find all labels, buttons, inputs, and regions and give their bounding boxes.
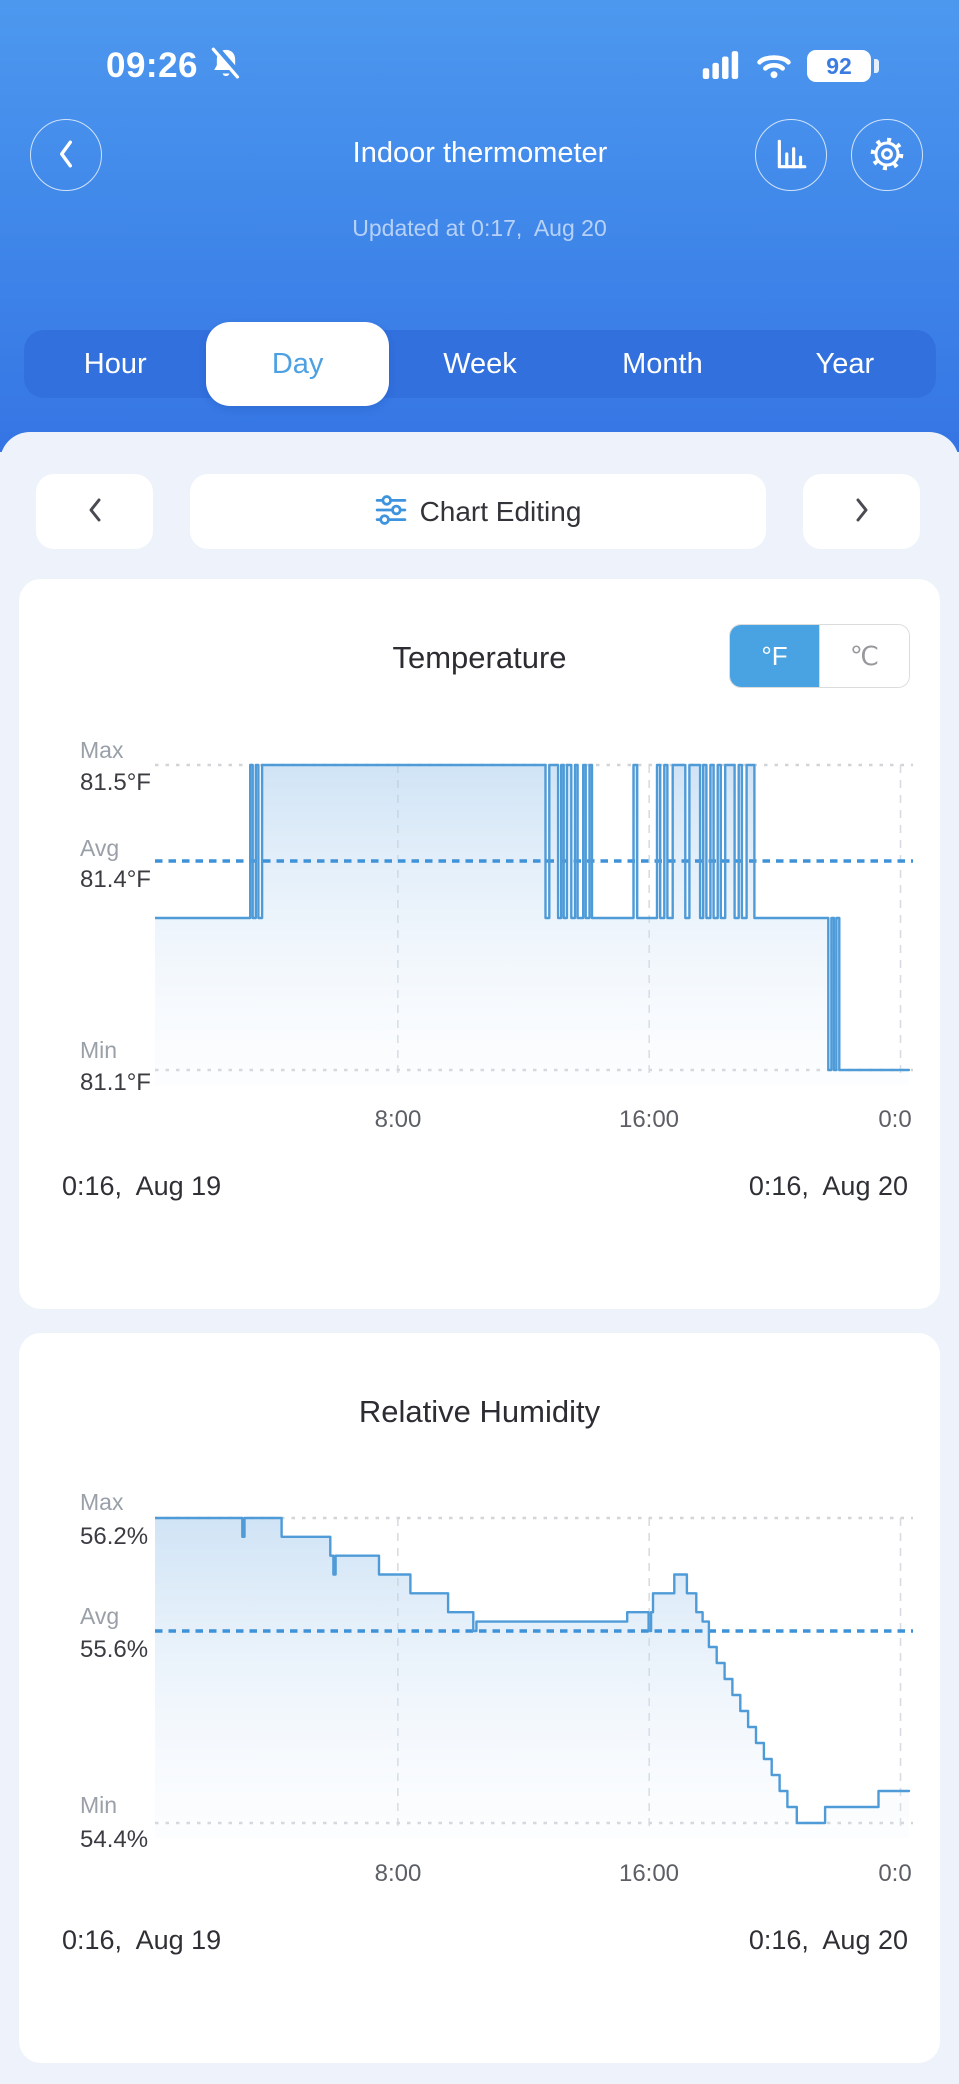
tab-month[interactable]: Month bbox=[622, 347, 703, 380]
temp-xtick-16: 16:00 bbox=[618, 1106, 680, 1133]
tab-day[interactable]: Day bbox=[206, 322, 389, 406]
temperature-title: Temperature bbox=[392, 640, 567, 675]
temp-start-date: 0:16, Aug 19 bbox=[62, 1171, 222, 1201]
signal-strength-icon bbox=[701, 49, 741, 84]
temperature-chart bbox=[155, 763, 913, 1085]
temp-avg-label: Avg bbox=[80, 834, 120, 861]
hum-max-value: 56.2% bbox=[80, 1523, 149, 1550]
hum-min-value: 54.4% bbox=[80, 1826, 149, 1853]
humidity-chart bbox=[155, 1516, 913, 1838]
tab-hour[interactable]: Hour bbox=[83, 347, 147, 380]
page-title: Indoor thermometer bbox=[352, 137, 608, 169]
hum-xtick-0: 0:0 bbox=[878, 1860, 912, 1887]
gear-icon bbox=[867, 134, 907, 177]
settings-button[interactable] bbox=[851, 119, 923, 191]
temp-max-label: Max bbox=[80, 736, 124, 763]
temp-min-label: Min bbox=[80, 1036, 118, 1063]
temp-xtick-0: 0:0 bbox=[878, 1106, 912, 1133]
hum-avg-value: 55.6% bbox=[80, 1636, 149, 1663]
header-hero: 09:26 bbox=[0, 0, 959, 452]
temp-min-value: 81.1°F bbox=[80, 1069, 151, 1096]
status-left: 09:26 bbox=[106, 45, 244, 87]
temp-max-value: 81.5°F bbox=[80, 769, 151, 796]
sliders-icon bbox=[375, 494, 407, 529]
hum-min-label: Min bbox=[80, 1791, 118, 1818]
celsius-option[interactable]: ℃ bbox=[819, 625, 909, 687]
chart-editing-button[interactable]: Chart Editing bbox=[190, 474, 766, 549]
hum-xtick-16: 16:00 bbox=[618, 1860, 680, 1887]
updated-at-text: Updated at 0:17, Aug 20 bbox=[352, 215, 607, 241]
temperature-card: Temperature °F ℃ Max 81.5°F Avg 81.4°F M… bbox=[19, 579, 940, 1309]
wifi-icon bbox=[754, 49, 794, 84]
chevron-left-icon bbox=[87, 496, 103, 527]
chevron-right-icon bbox=[854, 496, 870, 527]
battery-percent: 92 bbox=[826, 52, 852, 79]
hum-end-date: 0:16, Aug 20 bbox=[748, 1925, 908, 1955]
hum-avg-label: Avg bbox=[80, 1602, 120, 1629]
chart-editing-label: Chart Editing bbox=[419, 495, 582, 527]
hum-xtick-8: 8:00 bbox=[374, 1860, 422, 1887]
analytics-button[interactable] bbox=[755, 119, 827, 191]
fahrenheit-option[interactable]: °F bbox=[730, 625, 819, 687]
back-button[interactable] bbox=[30, 119, 102, 191]
hum-max-label: Max bbox=[80, 1488, 124, 1515]
battery-cap bbox=[874, 59, 879, 73]
bell-slash-icon bbox=[208, 45, 244, 87]
humidity-card: Relative Humidity Max 56.2% Avg 55.6% Mi… bbox=[19, 1333, 940, 2063]
back-chevron-icon bbox=[56, 139, 76, 172]
temp-avg-value: 81.4°F bbox=[80, 866, 151, 893]
temp-xtick-8: 8:00 bbox=[374, 1106, 422, 1133]
header-row: Indoor thermometer bbox=[0, 119, 959, 191]
unit-toggle: °F ℃ bbox=[729, 624, 910, 688]
hum-start-date: 0:16, Aug 19 bbox=[62, 1925, 222, 1955]
previous-period-button[interactable] bbox=[36, 474, 153, 549]
tab-year[interactable]: Year bbox=[815, 347, 875, 380]
bar-chart-icon bbox=[773, 136, 809, 175]
next-period-button[interactable] bbox=[803, 474, 920, 549]
temp-end-date: 0:16, Aug 20 bbox=[748, 1171, 908, 1201]
content-sheet: Chart Editing Temperature °F ℃ Max 81.5°… bbox=[0, 432, 959, 2084]
clock-time: 09:26 bbox=[106, 46, 199, 85]
status-right: 92 bbox=[701, 49, 879, 84]
tab-week[interactable]: Week bbox=[443, 347, 517, 380]
status-bar: 09:26 bbox=[0, 38, 959, 94]
period-tabbar: Hour Day Week Month Year bbox=[24, 322, 936, 406]
chart-nav-row: Chart Editing bbox=[0, 474, 959, 549]
battery-icon: 92 bbox=[807, 50, 879, 82]
humidity-title: Relative Humidity bbox=[358, 1394, 601, 1429]
